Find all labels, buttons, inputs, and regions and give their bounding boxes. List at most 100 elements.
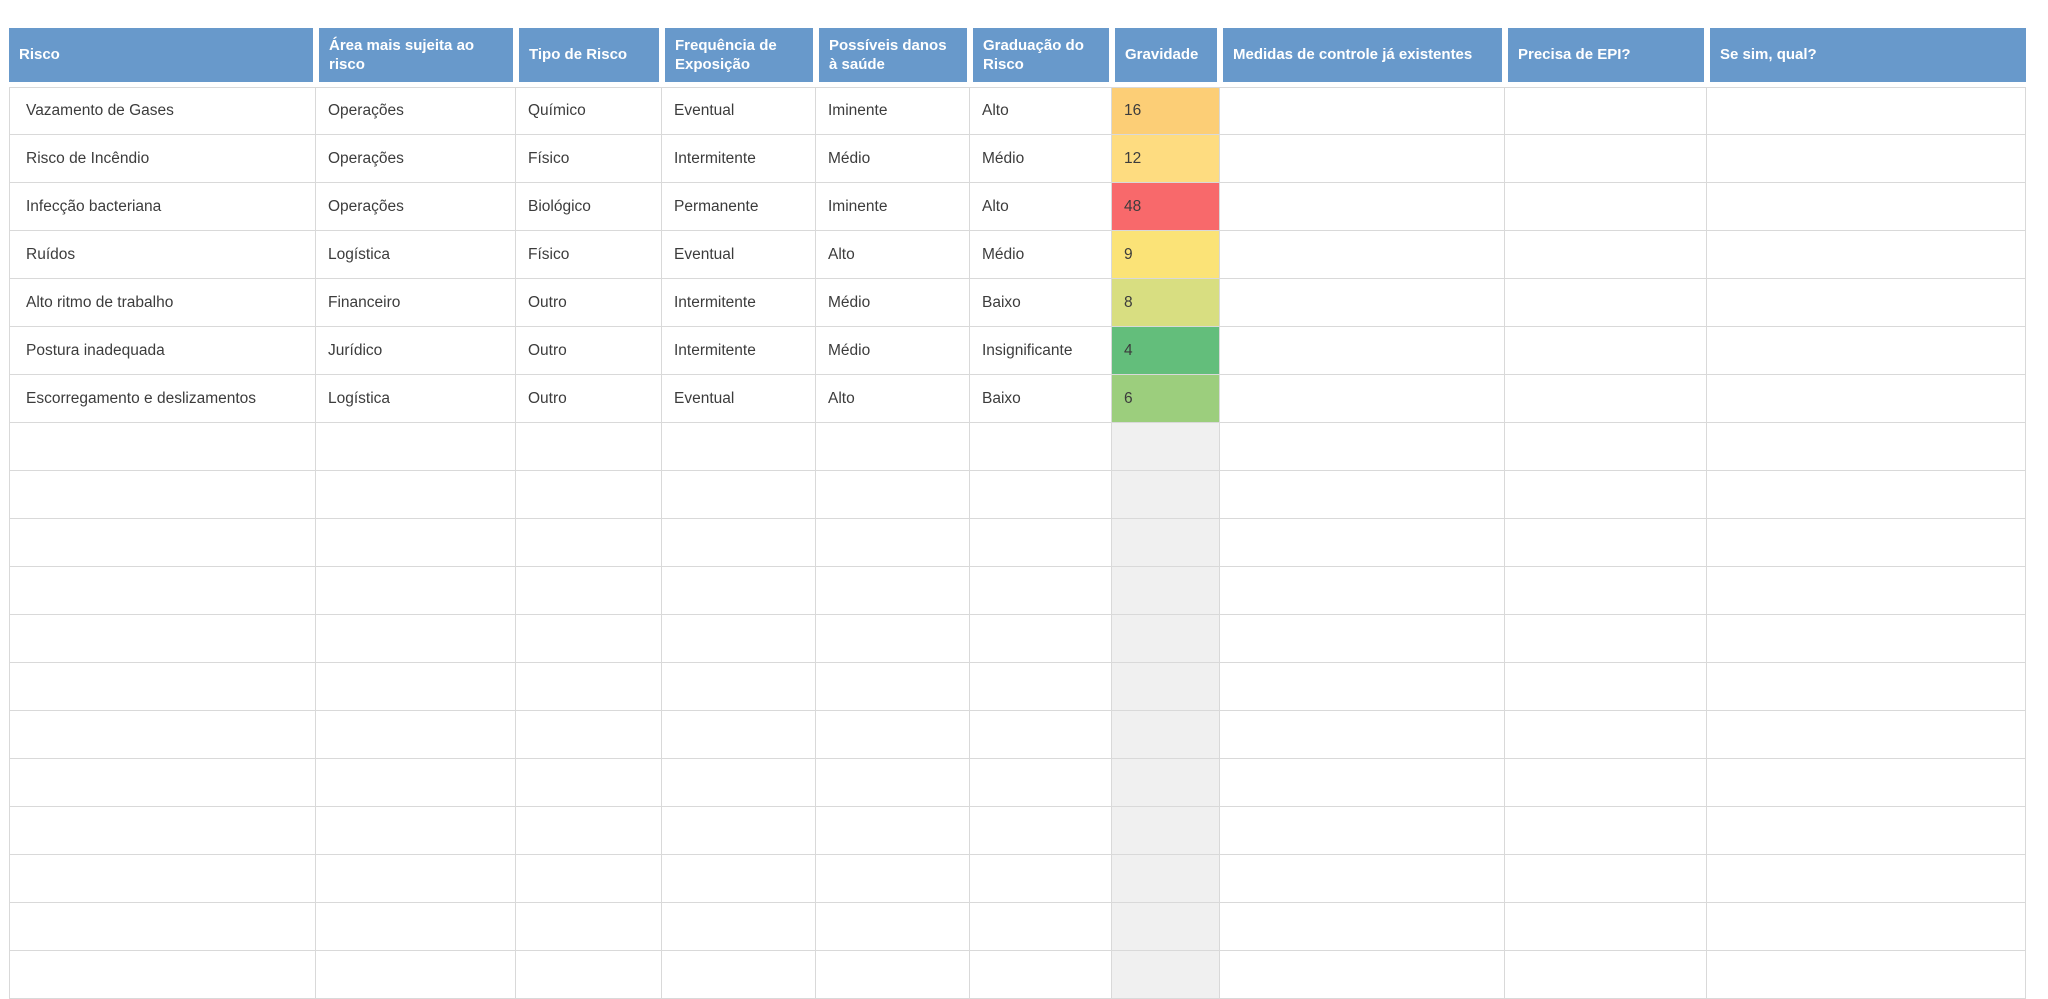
cell-frequencia-empty[interactable] bbox=[662, 471, 816, 519]
cell-risco-empty[interactable] bbox=[9, 855, 316, 903]
cell-qual-empty[interactable] bbox=[1707, 759, 2026, 807]
cell-frequencia[interactable]: Intermitente bbox=[662, 279, 816, 327]
cell-qual-empty[interactable] bbox=[1707, 807, 2026, 855]
cell-epi[interactable] bbox=[1505, 135, 1707, 183]
column-header-tipo[interactable]: Tipo de Risco bbox=[516, 28, 662, 87]
cell-tipo-empty[interactable] bbox=[516, 759, 662, 807]
cell-epi-empty[interactable] bbox=[1505, 519, 1707, 567]
cell-medidas-empty[interactable] bbox=[1220, 567, 1505, 615]
column-header-danos[interactable]: Possíveis danos à saúde bbox=[816, 28, 970, 87]
cell-risco-empty[interactable] bbox=[9, 663, 316, 711]
cell-frequencia-empty[interactable] bbox=[662, 903, 816, 951]
cell-area-empty[interactable] bbox=[316, 663, 516, 711]
cell-danos[interactable]: Alto bbox=[816, 231, 970, 279]
cell-epi-empty[interactable] bbox=[1505, 471, 1707, 519]
column-header-gravidade[interactable]: Gravidade bbox=[1112, 28, 1220, 87]
cell-graduacao[interactable]: Médio bbox=[970, 231, 1112, 279]
cell-medidas-empty[interactable] bbox=[1220, 807, 1505, 855]
cell-area-empty[interactable] bbox=[316, 711, 516, 759]
cell-epi-empty[interactable] bbox=[1505, 807, 1707, 855]
cell-risco[interactable]: Infecção bacteriana bbox=[9, 183, 316, 231]
cell-medidas-empty[interactable] bbox=[1220, 519, 1505, 567]
cell-tipo-empty[interactable] bbox=[516, 663, 662, 711]
cell-risco-empty[interactable] bbox=[9, 759, 316, 807]
cell-danos-empty[interactable] bbox=[816, 951, 970, 999]
cell-risco-empty[interactable] bbox=[9, 951, 316, 999]
cell-tipo[interactable]: Físico bbox=[516, 231, 662, 279]
cell-risco[interactable]: Risco de Incêndio bbox=[9, 135, 316, 183]
cell-danos-empty[interactable] bbox=[816, 663, 970, 711]
cell-qual-empty[interactable] bbox=[1707, 615, 2026, 663]
cell-area-empty[interactable] bbox=[316, 423, 516, 471]
cell-graduacao[interactable]: Alto bbox=[970, 87, 1112, 135]
cell-danos-empty[interactable] bbox=[816, 807, 970, 855]
cell-area-empty[interactable] bbox=[316, 903, 516, 951]
cell-area-empty[interactable] bbox=[316, 759, 516, 807]
cell-danos-empty[interactable] bbox=[816, 711, 970, 759]
cell-gravidade-empty[interactable] bbox=[1112, 471, 1220, 519]
cell-graduacao[interactable]: Insignificante bbox=[970, 327, 1112, 375]
cell-risco-empty[interactable] bbox=[9, 807, 316, 855]
cell-graduacao-empty[interactable] bbox=[970, 951, 1112, 999]
cell-danos-empty[interactable] bbox=[816, 423, 970, 471]
cell-frequencia-empty[interactable] bbox=[662, 423, 816, 471]
column-header-frequencia[interactable]: Frequência de Exposição bbox=[662, 28, 816, 87]
cell-medidas-empty[interactable] bbox=[1220, 663, 1505, 711]
cell-tipo-empty[interactable] bbox=[516, 471, 662, 519]
cell-frequencia-empty[interactable] bbox=[662, 855, 816, 903]
column-header-area[interactable]: Área mais sujeita ao risco bbox=[316, 28, 516, 87]
column-header-risco[interactable]: Risco bbox=[9, 28, 316, 87]
cell-epi-empty[interactable] bbox=[1505, 567, 1707, 615]
cell-tipo-empty[interactable] bbox=[516, 807, 662, 855]
cell-frequencia-empty[interactable] bbox=[662, 951, 816, 999]
cell-graduacao-empty[interactable] bbox=[970, 471, 1112, 519]
cell-risco[interactable]: Vazamento de Gases bbox=[9, 87, 316, 135]
cell-qual[interactable] bbox=[1707, 327, 2026, 375]
cell-epi-empty[interactable] bbox=[1505, 759, 1707, 807]
cell-gravidade[interactable]: 16 bbox=[1112, 87, 1220, 135]
cell-risco[interactable]: Escorregamento e deslizamentos bbox=[9, 375, 316, 423]
cell-risco-empty[interactable] bbox=[9, 423, 316, 471]
cell-tipo[interactable]: Físico bbox=[516, 135, 662, 183]
cell-epi-empty[interactable] bbox=[1505, 855, 1707, 903]
cell-danos-empty[interactable] bbox=[816, 519, 970, 567]
cell-risco-empty[interactable] bbox=[9, 615, 316, 663]
cell-medidas-empty[interactable] bbox=[1220, 855, 1505, 903]
cell-medidas-empty[interactable] bbox=[1220, 423, 1505, 471]
cell-gravidade-empty[interactable] bbox=[1112, 807, 1220, 855]
cell-risco-empty[interactable] bbox=[9, 711, 316, 759]
cell-medidas[interactable] bbox=[1220, 375, 1505, 423]
cell-medidas[interactable] bbox=[1220, 87, 1505, 135]
cell-qual[interactable] bbox=[1707, 135, 2026, 183]
cell-gravidade[interactable]: 12 bbox=[1112, 135, 1220, 183]
cell-qual-empty[interactable] bbox=[1707, 471, 2026, 519]
cell-qual-empty[interactable] bbox=[1707, 423, 2026, 471]
cell-medidas[interactable] bbox=[1220, 279, 1505, 327]
cell-qual-empty[interactable] bbox=[1707, 951, 2026, 999]
cell-medidas[interactable] bbox=[1220, 231, 1505, 279]
cell-area[interactable]: Logística bbox=[316, 375, 516, 423]
cell-danos-empty[interactable] bbox=[816, 855, 970, 903]
cell-frequencia-empty[interactable] bbox=[662, 759, 816, 807]
cell-frequencia[interactable]: Eventual bbox=[662, 375, 816, 423]
cell-graduacao-empty[interactable] bbox=[970, 423, 1112, 471]
cell-qual[interactable] bbox=[1707, 375, 2026, 423]
cell-epi-empty[interactable] bbox=[1505, 903, 1707, 951]
cell-qual-empty[interactable] bbox=[1707, 903, 2026, 951]
cell-area[interactable]: Operações bbox=[316, 87, 516, 135]
cell-epi-empty[interactable] bbox=[1505, 663, 1707, 711]
cell-tipo-empty[interactable] bbox=[516, 519, 662, 567]
cell-graduacao-empty[interactable] bbox=[970, 567, 1112, 615]
cell-epi-empty[interactable] bbox=[1505, 951, 1707, 999]
cell-epi[interactable] bbox=[1505, 231, 1707, 279]
cell-gravidade-empty[interactable] bbox=[1112, 759, 1220, 807]
cell-medidas-empty[interactable] bbox=[1220, 903, 1505, 951]
cell-medidas-empty[interactable] bbox=[1220, 615, 1505, 663]
cell-gravidade[interactable]: 48 bbox=[1112, 183, 1220, 231]
column-header-medidas[interactable]: Medidas de controle já existentes bbox=[1220, 28, 1505, 87]
cell-graduacao[interactable]: Médio bbox=[970, 135, 1112, 183]
cell-frequencia-empty[interactable] bbox=[662, 615, 816, 663]
cell-risco-empty[interactable] bbox=[9, 519, 316, 567]
cell-qual[interactable] bbox=[1707, 231, 2026, 279]
cell-medidas[interactable] bbox=[1220, 135, 1505, 183]
